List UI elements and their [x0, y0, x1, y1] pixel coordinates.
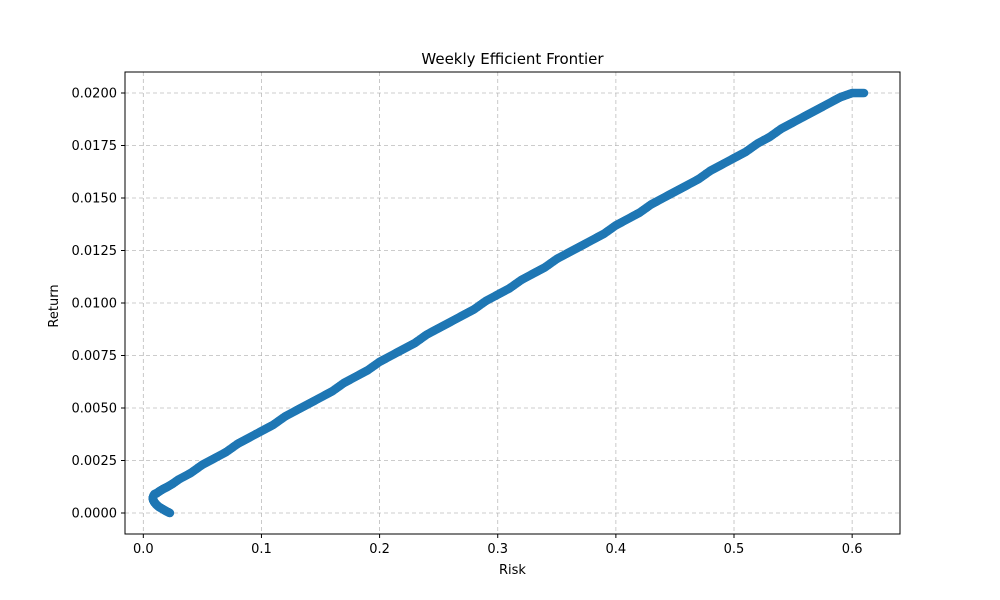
data-points: [148, 88, 869, 518]
x-tick-label: 0.3: [487, 542, 508, 557]
y-tick-label: 0.0025: [72, 454, 118, 469]
x-tick-label: 0.2: [369, 542, 390, 557]
x-axis-label: Risk: [499, 563, 526, 578]
x-tick-label: 0.0: [133, 542, 154, 557]
x-axis: 0.0 0.1 0.2 0.3 0.4 0.5 0.6: [133, 534, 863, 557]
chart-title: Weekly Efficient Frontier: [421, 50, 604, 68]
y-axis: 0.0000 0.0025 0.0050 0.0075 0.0100 0.0125 0.01…: [72, 87, 125, 522]
y-tick-label: 0.0075: [72, 349, 118, 364]
y-tick-label: 0.0200: [72, 87, 118, 102]
x-tick-label: 0.5: [724, 542, 745, 557]
grid-lines: [125, 72, 900, 534]
y-tick-label: 0.0000: [72, 507, 118, 522]
y-tick-label: 0.0125: [72, 244, 118, 259]
y-tick-label: 0.0050: [72, 402, 118, 417]
x-tick-label: 0.1: [251, 542, 272, 557]
data-point: [859, 88, 869, 98]
y-axis-label: Return: [47, 284, 62, 327]
y-tick-label: 0.0100: [72, 297, 118, 312]
y-tick-label: 0.0150: [72, 192, 118, 207]
x-tick-label: 0.6: [842, 542, 863, 557]
x-tick-label: 0.4: [606, 542, 627, 557]
y-tick-label: 0.0175: [72, 139, 118, 154]
